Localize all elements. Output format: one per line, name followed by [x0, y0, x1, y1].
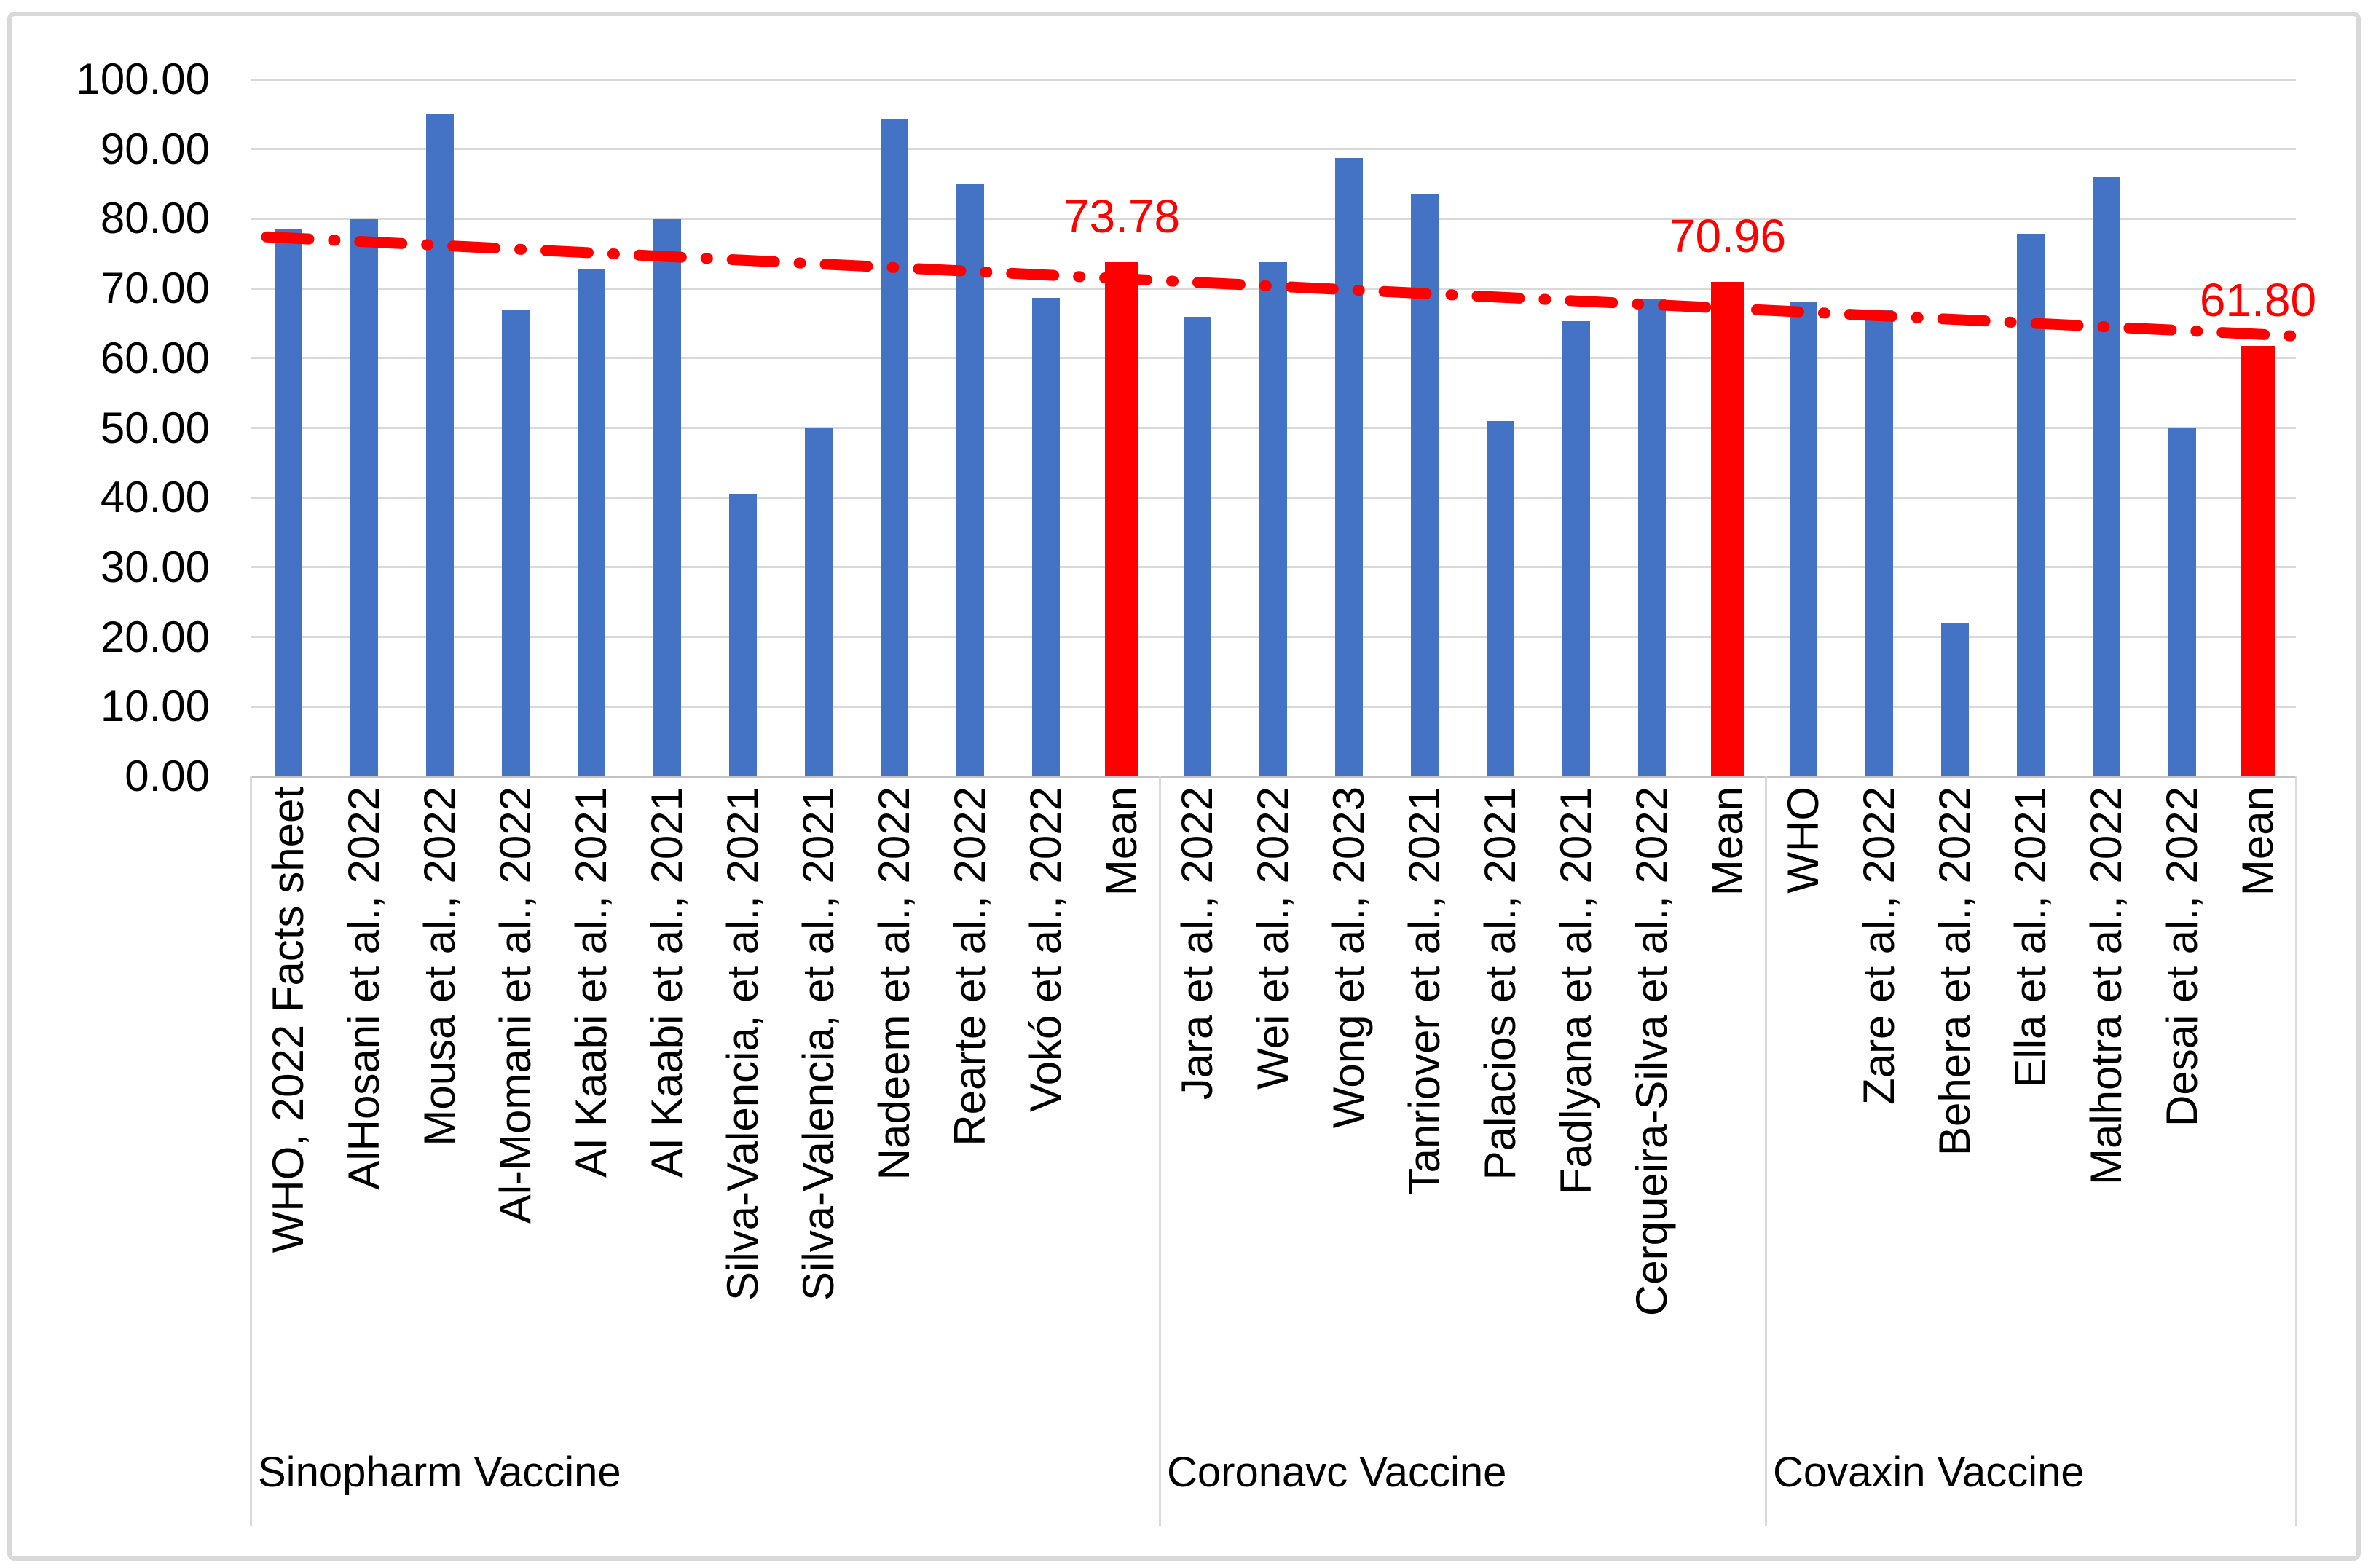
x-category-label: Ella et al., 2021: [2006, 787, 2055, 1088]
x-category-label: Wei et al., 2022: [1248, 787, 1297, 1090]
group-divider: [1764, 776, 1767, 1526]
study-bar: [653, 219, 681, 776]
study-bar: [1790, 302, 1817, 776]
y-tick-label: 90.00: [100, 124, 210, 173]
group-divider: [1158, 776, 1161, 1526]
study-bar: [1259, 261, 1287, 776]
group-divider: [249, 776, 252, 1526]
y-tick-label: 20.00: [100, 612, 210, 661]
study-bar: [1411, 194, 1439, 776]
y-tick-label: 100.00: [76, 55, 210, 103]
mean-bar: [1105, 261, 1138, 776]
vaccine-group-label: Sinopharm Vaccine: [258, 1449, 621, 1496]
x-category-label: AlHosani et al., 2022: [339, 787, 388, 1190]
x-category-label: Al Kaabi et al., 2021: [567, 787, 615, 1178]
x-category-label: Mousa et al., 2022: [415, 787, 464, 1146]
x-category-label: Al Kaabi et al., 2021: [642, 787, 691, 1178]
study-bar: [2093, 176, 2120, 776]
x-category-label: Fadlyana et al., 2021: [1551, 787, 1600, 1195]
x-category-label: WHO, 2022 Facts sheet: [264, 787, 312, 1253]
y-tick-label: 10.00: [100, 682, 210, 731]
mean-value-label: 73.78: [1063, 189, 1181, 243]
study-bar: [1865, 309, 1893, 776]
study-bar: [2017, 234, 2045, 776]
x-category-label: Mean: [2233, 787, 2282, 897]
x-category-label: Vokó et al., 2022: [1021, 787, 1070, 1113]
x-category-label: Nadeem et al., 2022: [870, 787, 919, 1181]
x-category-label: Mean: [1097, 787, 1146, 897]
x-category-label: Silva-Valencia, et al., 2021: [718, 787, 767, 1301]
study-bar: [2168, 428, 2196, 776]
study-bar: [426, 114, 454, 776]
y-tick-label: 80.00: [100, 194, 210, 243]
x-category-label: Tanriover et al., 2021: [1400, 787, 1449, 1195]
study-bar: [350, 219, 378, 776]
study-bar: [956, 184, 984, 776]
study-bar: [1487, 420, 1514, 776]
study-bar: [1638, 299, 1666, 776]
x-category-label: WHO: [1779, 787, 1828, 894]
x-category-label: Behera et al., 2022: [1930, 787, 1979, 1157]
study-bar: [275, 228, 302, 776]
study-bar: [881, 119, 908, 776]
vaccine-group-label: Covaxin Vaccine: [1773, 1449, 2085, 1496]
study-bar: [578, 269, 605, 776]
study-bar: [1335, 158, 1363, 776]
x-category-label: Cerqueira-Silva et al., 2022: [1627, 787, 1676, 1317]
y-tick-label: 30.00: [100, 542, 210, 591]
x-category-label: Zare et al., 2022: [1854, 787, 1903, 1105]
x-category-label: Al-Momani et al., 2022: [491, 787, 540, 1224]
y-tick-label: 40.00: [100, 473, 210, 522]
x-category-label: Malhotra et al., 2022: [2082, 787, 2131, 1186]
study-bar: [805, 428, 833, 776]
x-category-label: Jara et al., 2022: [1173, 787, 1222, 1100]
x-category-label: Silva-Valencia, et al., 2021: [794, 787, 843, 1301]
h-gridline: [251, 148, 2296, 151]
study-bar: [1184, 317, 1211, 776]
y-tick-label: 60.00: [100, 333, 210, 382]
mean-bar: [2241, 345, 2275, 776]
mean-value-label: 61.80: [2199, 273, 2317, 326]
h-gridline: [251, 775, 2296, 778]
x-category-label: Rearte et al., 2022: [945, 787, 994, 1146]
h-gridline: [251, 78, 2296, 81]
y-tick-label: 50.00: [100, 403, 210, 452]
study-bar: [502, 309, 530, 776]
group-divider: [2294, 776, 2297, 1526]
y-tick-label: 0.00: [125, 752, 210, 800]
mean-value-label: 70.96: [1669, 209, 1787, 262]
mean-bar: [1711, 281, 1744, 776]
x-category-label: Palacios et al., 2021: [1476, 787, 1525, 1181]
x-category-label: Wong et al., 2023: [1324, 787, 1373, 1129]
study-bar: [1941, 623, 1969, 776]
y-tick-label: 70.00: [100, 264, 210, 313]
h-gridline: [251, 217, 2296, 220]
vaccine-group-label: Coronavc Vaccine: [1167, 1449, 1507, 1496]
study-bar: [1562, 321, 1590, 776]
x-category-label: Desai et al., 2022: [2157, 787, 2206, 1127]
study-bar: [1032, 298, 1060, 776]
x-category-label: Mean: [1703, 787, 1752, 897]
study-bar: [729, 494, 757, 776]
